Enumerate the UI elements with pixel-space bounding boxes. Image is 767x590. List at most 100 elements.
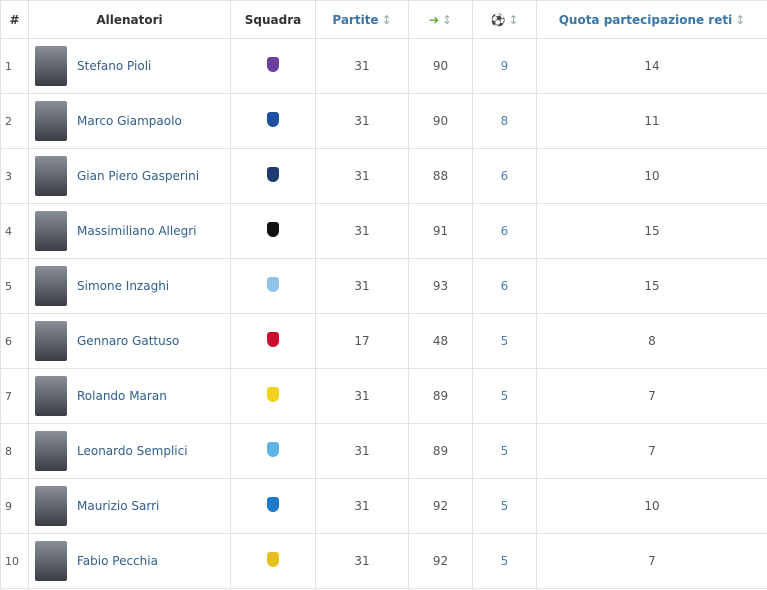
coach-wrap: Marco Giampaolo (29, 101, 230, 141)
substitutions: 93 (408, 258, 473, 314)
goal-share: 15 (536, 203, 767, 259)
coach-row: 10 Fabio Pecchia 31 92 5 7 (0, 533, 767, 589)
rank-header: # (0, 0, 29, 39)
substitutions: 89 (408, 423, 473, 479)
team-logo[interactable] (267, 57, 279, 72)
coach-cell: Rolando Maran (28, 368, 231, 424)
coach-row: 2 Marco Giampaolo 31 90 8 11 (0, 93, 767, 149)
substitutions: 88 (408, 148, 473, 204)
team-cell (230, 313, 316, 369)
coach-wrap: Fabio Pecchia (29, 541, 230, 581)
rank: 2 (0, 93, 29, 149)
team-cell (230, 93, 316, 149)
team-cell (230, 478, 316, 534)
matches: 31 (315, 203, 409, 259)
substitutions: 90 (408, 93, 473, 149)
coach-row: 9 Maurizio Sarri 31 92 5 10 (0, 478, 767, 534)
substitutions: 89 (408, 368, 473, 424)
coach-name[interactable]: Simone Inzaghi (77, 279, 170, 293)
coach-cell: Leonardo Semplici (28, 423, 231, 479)
coach-row: 3 Gian Piero Gasperini 31 88 6 10 (0, 148, 767, 204)
coach-name[interactable]: Stefano Pioli (77, 59, 152, 73)
coach-wrap: Massimiliano Allegri (29, 211, 230, 251)
substitutions: 91 (408, 203, 473, 259)
coach-wrap: Simone Inzaghi (29, 266, 230, 306)
coach-row: 1 Stefano Pioli 31 90 9 14 (0, 38, 767, 94)
coach-cell: Fabio Pecchia (28, 533, 231, 589)
coach-name[interactable]: Rolando Maran (77, 389, 167, 403)
matches-label: Partite (332, 12, 379, 27)
coach-photo (35, 211, 67, 251)
rank: 1 (0, 38, 29, 94)
team-logo[interactable] (267, 552, 279, 567)
team-cell (230, 533, 316, 589)
team-cell (230, 423, 316, 479)
team-logo[interactable] (267, 332, 279, 347)
coach-photo (35, 376, 67, 416)
sort-icon: ↕ (381, 12, 392, 27)
coach-wrap: Rolando Maran (29, 376, 230, 416)
matches: 31 (315, 93, 409, 149)
coach-cell: Massimiliano Allegri (28, 203, 231, 259)
team-logo[interactable] (267, 497, 279, 512)
matches-header[interactable]: Partite ↕ (315, 0, 409, 39)
goals: 5 (472, 533, 537, 589)
rank: 3 (0, 148, 29, 204)
rank: 7 (0, 368, 29, 424)
team-logo[interactable] (267, 167, 279, 182)
coach-photo (35, 541, 67, 581)
goals-header[interactable]: ⚽ ↕ (472, 0, 537, 39)
sub-icon: ➔ (428, 12, 439, 27)
share-header[interactable]: Quota partecipazione reti ↕ (536, 0, 767, 39)
matches: 31 (315, 368, 409, 424)
coach-name[interactable]: Marco Giampaolo (77, 114, 182, 128)
team-cell (230, 368, 316, 424)
coach-row: 5 Simone Inzaghi 31 93 6 15 (0, 258, 767, 314)
team-logo[interactable] (267, 277, 279, 292)
goals: 9 (472, 38, 537, 94)
matches: 31 (315, 423, 409, 479)
substitutions: 92 (408, 533, 473, 589)
coach-photo (35, 156, 67, 196)
coach-cell: Maurizio Sarri (28, 478, 231, 534)
matches: 31 (315, 478, 409, 534)
rank: 4 (0, 203, 29, 259)
team-cell (230, 203, 316, 259)
goals: 6 (472, 258, 537, 314)
team-logo[interactable] (267, 112, 279, 127)
coach-name[interactable]: Gennaro Gattuso (77, 334, 180, 348)
coach-name[interactable]: Gian Piero Gasperini (77, 169, 200, 183)
coach-wrap: Gennaro Gattuso (29, 321, 230, 361)
goal-share: 8 (536, 313, 767, 369)
team-logo[interactable] (267, 222, 279, 237)
goals: 5 (472, 423, 537, 479)
coach-photo (35, 266, 67, 306)
coach-cell: Gian Piero Gasperini (28, 148, 231, 204)
coach-wrap: Leonardo Semplici (29, 431, 230, 471)
matches: 31 (315, 38, 409, 94)
rank: 10 (0, 533, 29, 589)
goal-share: 15 (536, 258, 767, 314)
coach-cell: Gennaro Gattuso (28, 313, 231, 369)
header-row: # Allenatori Squadra Partite ↕ ➔ ↕ ⚽ ↕ Quot… (0, 0, 767, 39)
coach-name[interactable]: Leonardo Semplici (77, 444, 188, 458)
ball-icon: ⚽ (490, 12, 506, 27)
coach-name[interactable]: Maurizio Sarri (77, 499, 160, 513)
matches: 31 (315, 148, 409, 204)
coach-name[interactable]: Massimiliano Allegri (77, 224, 197, 238)
coach-wrap: Maurizio Sarri (29, 486, 230, 526)
goals: 5 (472, 368, 537, 424)
team-logo[interactable] (267, 442, 279, 457)
subs-header[interactable]: ➔ ↕ (408, 0, 473, 39)
team-logo[interactable] (267, 387, 279, 402)
team-cell (230, 38, 316, 94)
sort-icon: ↕ (735, 12, 746, 27)
goal-share: 10 (536, 478, 767, 534)
substitutions: 48 (408, 313, 473, 369)
goals: 5 (472, 478, 537, 534)
coach-name[interactable]: Fabio Pecchia (77, 554, 158, 568)
goal-share: 14 (536, 38, 767, 94)
matches: 31 (315, 258, 409, 314)
coach-wrap: Stefano Pioli (29, 46, 230, 86)
